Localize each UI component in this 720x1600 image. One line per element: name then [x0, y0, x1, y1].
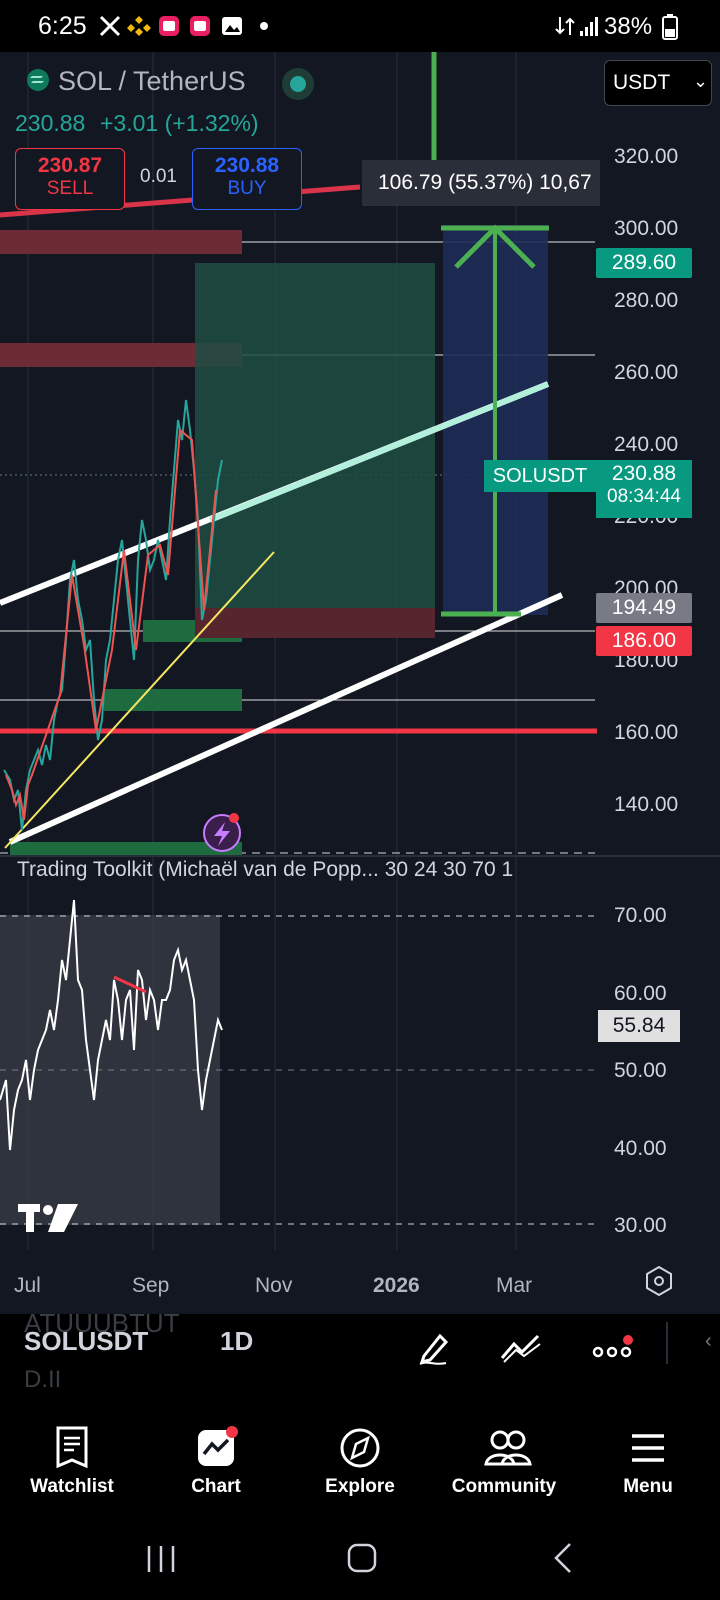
- battery-percent: 38%: [604, 13, 653, 40]
- status-bar: 6:25 38%: [0, 0, 720, 52]
- price-axis-label: 260.00: [614, 361, 679, 384]
- ghost-text: ATUUUBTUT: [24, 1308, 180, 1338]
- oscillator-axis-label: 40.00: [614, 1137, 667, 1160]
- gallery-icon: [222, 17, 242, 35]
- dot-icon: [260, 22, 268, 30]
- last-price-badge-value: 230.88: [611, 462, 677, 485]
- nav-label: Explore: [325, 1476, 395, 1497]
- recents-icon[interactable]: [145, 1544, 179, 1574]
- chart-settings-icon[interactable]: [640, 1258, 678, 1298]
- oscillator-value-badge: 55.84: [598, 1010, 680, 1042]
- oscillator-axis-label: 70.00: [614, 904, 667, 927]
- price-axis-label: 300.00: [614, 217, 679, 240]
- pencil-draw-icon[interactable]: [416, 1330, 452, 1366]
- time-axis-label: Sep: [132, 1274, 170, 1297]
- chart-icon: [198, 1426, 238, 1466]
- price-axis-label: 240.00: [614, 433, 679, 456]
- more-options-icon[interactable]: [592, 1334, 636, 1364]
- time-axis-label: 2026: [373, 1274, 420, 1297]
- sell-label: SELL: [46, 178, 94, 199]
- level-badge: 289.60: [596, 248, 692, 278]
- time-axis-label: Mar: [496, 1274, 533, 1297]
- data-transfer-icon: [555, 17, 575, 35]
- symbol-title[interactable]: SOL / TetherUS: [58, 66, 246, 96]
- oscillator-axis-label: 30.00: [614, 1214, 667, 1237]
- back-icon[interactable]: [552, 1542, 574, 1574]
- chart-canvas[interactable]: [0, 52, 720, 1314]
- indicators-icon[interactable]: [500, 1330, 544, 1366]
- price-change: +3.01 (+1.32%): [100, 110, 259, 136]
- price-axis-label: 280.00: [614, 289, 679, 312]
- price-axis-label: 160.00: [614, 721, 679, 744]
- chevron-down-icon: ⌄: [693, 71, 709, 91]
- nav-label: Watchlist: [30, 1476, 114, 1497]
- interval-button[interactable]: 1D: [220, 1326, 254, 1356]
- spread-value: 0.01: [140, 166, 177, 187]
- nav-explore[interactable]: Explore: [288, 1414, 432, 1520]
- time-axis-label: Jul: [14, 1274, 41, 1297]
- price-axis-label: 140.00: [614, 793, 679, 816]
- nav-watchlist[interactable]: Watchlist: [0, 1414, 144, 1520]
- compass-icon: [340, 1428, 380, 1468]
- sol-logo-icon: [27, 69, 49, 91]
- chart-toolbar: ATUUUBTUT D.II SOLUSDT 1D ‹: [0, 1308, 720, 1414]
- sell-price: 230.87: [37, 154, 103, 177]
- time-axis-label: Nov: [255, 1274, 293, 1297]
- symbol-badge: SOLUSDT: [484, 460, 596, 492]
- binance-icon: [127, 16, 151, 36]
- nav-label: Community: [451, 1476, 557, 1497]
- nav-chart[interactable]: Chart: [144, 1414, 288, 1520]
- battery-icon: [662, 14, 678, 40]
- buy-label: BUY: [227, 178, 267, 199]
- buy-price: 230.88: [214, 154, 280, 177]
- app-icon: [159, 16, 179, 36]
- community-icon: [484, 1430, 532, 1466]
- bottom-nav: Watchlist Chart Explore Community Menu: [0, 1414, 720, 1520]
- watchlist-icon: [56, 1426, 88, 1469]
- level-badge: 186.00: [596, 626, 692, 656]
- hamburger-menu-icon: [632, 1434, 664, 1462]
- status-time: 6:25: [38, 12, 87, 40]
- chevron-left-icon[interactable]: ‹: [705, 1330, 712, 1352]
- market-status-icon: [282, 68, 314, 100]
- level-badge: 194.49: [596, 593, 692, 623]
- nav-label: Menu: [623, 1476, 673, 1497]
- measure-tooltip: 106.79 (55.37%) 10,67: [362, 160, 600, 206]
- divider: [666, 1322, 668, 1364]
- tradingview-logo-icon: [18, 1204, 78, 1232]
- signal-icon: [580, 17, 598, 36]
- indicator-title[interactable]: Trading Toolkit (Michaël van de Popp... …: [17, 858, 514, 881]
- countdown: 08:34:44: [607, 486, 681, 507]
- nav-label: Chart: [191, 1476, 241, 1497]
- last-price: 230.88: [15, 110, 86, 136]
- nav-menu[interactable]: Menu: [576, 1414, 720, 1520]
- currency-select[interactable]: USDT ⌄: [604, 60, 712, 106]
- position-target-zone: [195, 263, 435, 608]
- nav-community[interactable]: Community: [432, 1414, 576, 1520]
- home-icon[interactable]: [346, 1542, 378, 1574]
- chart-area[interactable]: SOL / TetherUS 230.88 +3.01 (+1.32%) 230…: [0, 52, 720, 1314]
- oscillator-axis-label: 60.00: [614, 982, 667, 1005]
- oscillator-axis-label: 50.00: [614, 1059, 667, 1082]
- x-icon: [99, 15, 121, 37]
- ghost-text: D.II: [24, 1366, 62, 1393]
- sell-button[interactable]: 230.87 SELL: [15, 148, 125, 210]
- app-icon: [190, 16, 210, 36]
- symbol-button[interactable]: SOLUSDT: [24, 1326, 149, 1356]
- currency-value: USDT: [613, 71, 671, 94]
- position-stop-zone: [195, 608, 435, 638]
- system-nav-bar: [0, 1520, 720, 1600]
- last-price-badge: 230.88 08:34:44: [596, 460, 692, 518]
- price-axis-label: 320.00: [614, 145, 679, 168]
- buy-button[interactable]: 230.88 BUY: [192, 148, 302, 210]
